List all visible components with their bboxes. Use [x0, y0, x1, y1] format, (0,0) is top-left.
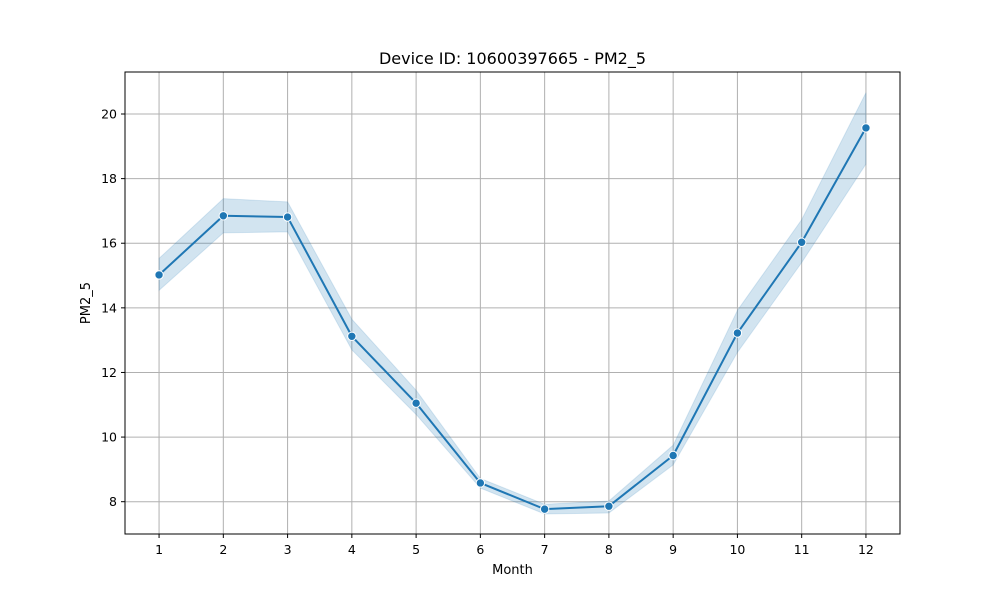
plot-area-frame: [124, 71, 901, 535]
data-point: [539, 504, 550, 514]
y-axis-label: PM2_5: [79, 282, 94, 324]
y-tick-label: 10: [101, 430, 117, 445]
x-tick-label: 6: [476, 542, 484, 557]
x-tick-label: 7: [541, 542, 549, 557]
x-tick-label: 8: [605, 542, 613, 557]
data-point: [604, 501, 614, 511]
x-tick-label: 10: [729, 542, 745, 557]
confidence-band: [158, 92, 867, 515]
x-tick-label: 3: [284, 542, 292, 557]
data-point: [861, 123, 871, 133]
grid: [125, 72, 900, 534]
x-tick-label: 9: [669, 542, 677, 557]
data-point: [668, 450, 678, 461]
x-tick-label: 2: [219, 542, 227, 557]
y-tick-label: 12: [101, 365, 117, 380]
x-axis-label: Month: [492, 563, 533, 578]
data-point: [796, 237, 807, 247]
data-point: [218, 211, 229, 221]
data-point-layer: [154, 123, 871, 514]
confidence-band-layer: [158, 92, 867, 515]
x-tick-label: 4: [348, 542, 356, 557]
series-line: [158, 127, 867, 511]
x-tick-label: 12: [858, 542, 874, 557]
x-tick-label: 1: [155, 542, 163, 557]
data-point: [411, 398, 421, 408]
y-tick-label: 14: [101, 300, 117, 315]
x-axis-ticks: 1 2 3 4 5 6 7 8 9 10 11 12: [155, 534, 874, 557]
chart-title: Device ID: 10600397665 - PM2_5: [379, 49, 646, 69]
y-tick-label: 20: [101, 107, 117, 122]
data-point: [475, 478, 486, 488]
y-tick-label: 8: [109, 494, 117, 509]
y-tick-label: 18: [101, 171, 117, 186]
x-tick-label: 5: [412, 542, 420, 557]
data-point: [282, 212, 293, 222]
x-tick-label: 11: [794, 542, 810, 557]
y-tick-label: 16: [101, 236, 117, 251]
series-line-layer: [158, 127, 867, 511]
data-point: [154, 270, 164, 280]
data-point: [732, 328, 743, 338]
data-point: [347, 331, 357, 341]
y-axis-ticks: 8 10 12 14 16 18 20: [101, 107, 125, 509]
